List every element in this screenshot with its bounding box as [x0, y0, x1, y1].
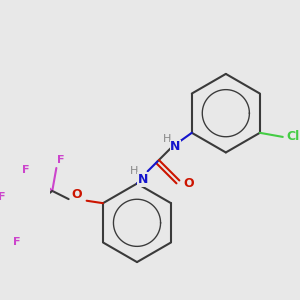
- Text: O: O: [183, 177, 194, 190]
- Text: F: F: [22, 165, 30, 175]
- Text: N: N: [170, 140, 181, 153]
- Text: F: F: [13, 237, 21, 247]
- Text: F: F: [0, 192, 5, 202]
- Text: H: H: [163, 134, 172, 143]
- Text: H: H: [130, 166, 139, 176]
- Text: Cl: Cl: [286, 130, 299, 143]
- Text: N: N: [137, 173, 148, 186]
- Text: F: F: [57, 155, 64, 165]
- Text: O: O: [71, 188, 82, 202]
